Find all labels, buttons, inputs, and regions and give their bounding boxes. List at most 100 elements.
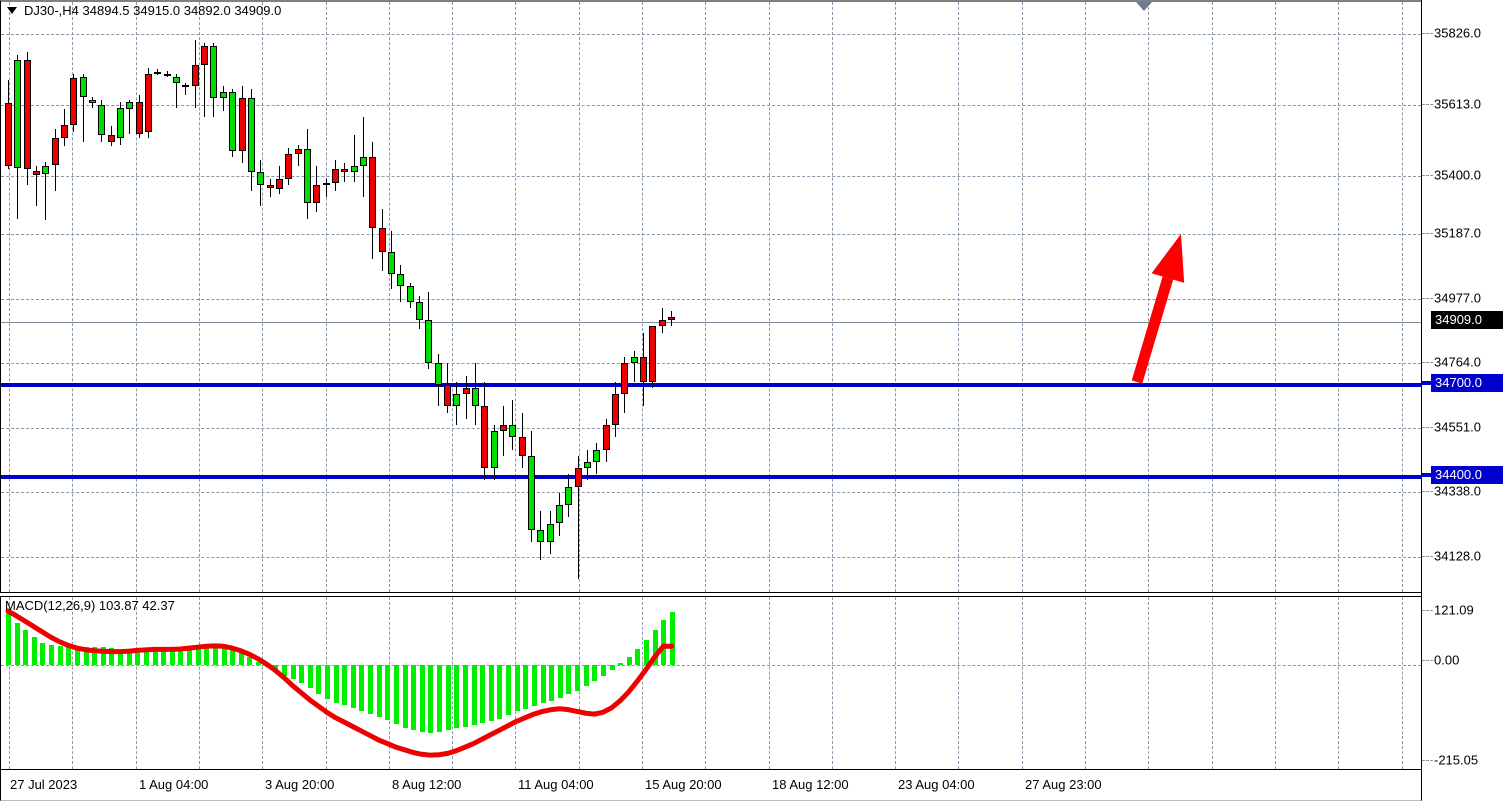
price-chart-panel[interactable] (0, 0, 1422, 593)
candlestick[interactable] (257, 2, 265, 592)
candlestick[interactable] (406, 2, 414, 592)
candlestick[interactable] (5, 2, 12, 592)
price-plot-area[interactable] (1, 2, 1421, 592)
candle-body-down (5, 103, 12, 167)
candlestick[interactable] (191, 2, 199, 592)
level-price-badge-0[interactable]: 34700.0 (1431, 374, 1503, 392)
candlestick[interactable] (33, 2, 41, 592)
candlestick[interactable] (537, 2, 545, 592)
candlestick[interactable] (359, 2, 367, 592)
candlestick[interactable] (518, 2, 526, 592)
candlestick[interactable] (210, 2, 218, 592)
candle-body-up (173, 76, 181, 84)
candlestick[interactable] (621, 2, 629, 592)
candlestick[interactable] (219, 2, 227, 592)
candlestick[interactable] (61, 2, 69, 592)
candlestick[interactable] (294, 2, 302, 592)
candlestick[interactable] (89, 2, 97, 592)
candlestick[interactable] (453, 2, 461, 592)
candlestick[interactable] (556, 2, 564, 592)
candlestick[interactable] (481, 2, 489, 592)
candlestick[interactable] (98, 2, 106, 592)
candlestick[interactable] (238, 2, 246, 592)
candlestick[interactable] (658, 2, 666, 592)
macd-tick-mark (1422, 610, 1433, 611)
candlestick[interactable] (341, 2, 349, 592)
macd-histogram-bar (83, 647, 89, 666)
candlestick[interactable] (397, 2, 405, 592)
candle-body-up (472, 387, 479, 407)
macd-histogram-bar (143, 650, 149, 666)
candlestick[interactable] (350, 2, 358, 592)
candlestick[interactable] (490, 2, 498, 592)
candle-wick (36, 166, 38, 207)
candlestick[interactable] (565, 2, 573, 592)
candlestick[interactable] (14, 2, 22, 592)
candlestick[interactable] (443, 2, 451, 592)
candlestick[interactable] (42, 2, 50, 592)
candlestick[interactable] (51, 2, 59, 592)
level-price-badge-1[interactable]: 34400.0 (1431, 466, 1503, 484)
candlestick[interactable] (640, 2, 648, 592)
candlestick[interactable] (313, 2, 321, 592)
candle-body-up (219, 92, 227, 99)
candlestick[interactable] (574, 2, 582, 592)
candlestick[interactable] (369, 2, 377, 592)
macd-histogram-bar (531, 665, 537, 707)
triangle-down-icon[interactable] (7, 7, 17, 14)
candlestick[interactable] (182, 2, 190, 592)
candlestick[interactable] (378, 2, 386, 592)
candlestick[interactable] (509, 2, 517, 592)
macd-plot-area[interactable] (1, 597, 1421, 769)
candlestick[interactable] (70, 2, 78, 592)
candlestick[interactable] (500, 2, 508, 592)
candlestick[interactable] (472, 2, 479, 592)
candlestick[interactable] (117, 2, 125, 592)
candlestick[interactable] (266, 2, 274, 592)
price-axis[interactable]: 35826.0 35613.0 35400.0 35187.0 34977.0 34764… (1422, 0, 1504, 801)
candlestick[interactable] (546, 2, 554, 592)
support-resistance-line-1[interactable] (1, 475, 1421, 479)
candle-body-down (612, 394, 620, 425)
candle-body-down (51, 138, 59, 165)
candlestick[interactable] (107, 2, 115, 592)
time-axis[interactable]: 27 Jul 2023 1 Aug 04:00 3 Aug 20:00 8 Aug 1… (0, 770, 1422, 801)
candlestick[interactable] (612, 2, 620, 592)
bullish-arrow[interactable] (1131, 234, 1185, 384)
candlestick[interactable] (126, 2, 134, 592)
candlestick[interactable] (247, 2, 255, 592)
candlestick[interactable] (434, 2, 442, 592)
macd-histogram-bar (126, 651, 132, 666)
candlestick[interactable] (275, 2, 283, 592)
candlestick[interactable] (322, 2, 330, 592)
macd-signal-line (5, 608, 675, 758)
support-resistance-line-0[interactable] (1, 383, 1421, 387)
candlestick[interactable] (173, 2, 181, 592)
candlestick[interactable] (668, 2, 676, 592)
candlestick[interactable] (145, 2, 153, 592)
candlestick[interactable] (23, 2, 31, 592)
candlestick[interactable] (649, 2, 657, 592)
candlestick[interactable] (462, 2, 470, 592)
candlestick[interactable] (154, 2, 162, 592)
candlestick[interactable] (79, 2, 87, 592)
candlestick[interactable] (425, 2, 433, 592)
candlestick[interactable] (201, 2, 209, 592)
candlestick[interactable] (602, 2, 610, 592)
candlestick[interactable] (135, 2, 143, 592)
candlestick[interactable] (415, 2, 423, 592)
candlestick[interactable] (528, 2, 536, 592)
candlestick[interactable] (630, 2, 638, 592)
candlestick[interactable] (593, 2, 601, 592)
candlestick[interactable] (163, 2, 171, 592)
candlestick[interactable] (331, 2, 339, 592)
candlestick[interactable] (285, 2, 293, 592)
macd-histogram-bar (393, 665, 399, 724)
candle-wick (633, 351, 635, 382)
candlestick[interactable] (387, 2, 395, 592)
candlestick[interactable] (229, 2, 237, 592)
macd-histogram-bar (480, 665, 486, 724)
candlestick[interactable] (303, 2, 311, 592)
candlestick[interactable] (584, 2, 592, 592)
macd-indicator-panel[interactable] (0, 596, 1422, 770)
